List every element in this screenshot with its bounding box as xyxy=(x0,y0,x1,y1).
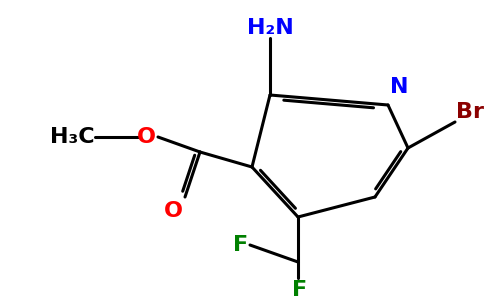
Text: F: F xyxy=(233,235,248,255)
Text: N: N xyxy=(390,77,408,97)
Text: F: F xyxy=(292,280,307,300)
Text: Br: Br xyxy=(456,102,484,122)
Text: H₃C: H₃C xyxy=(50,127,95,147)
Text: H₂N: H₂N xyxy=(247,18,293,38)
Text: O: O xyxy=(137,127,156,147)
Text: O: O xyxy=(164,201,183,221)
